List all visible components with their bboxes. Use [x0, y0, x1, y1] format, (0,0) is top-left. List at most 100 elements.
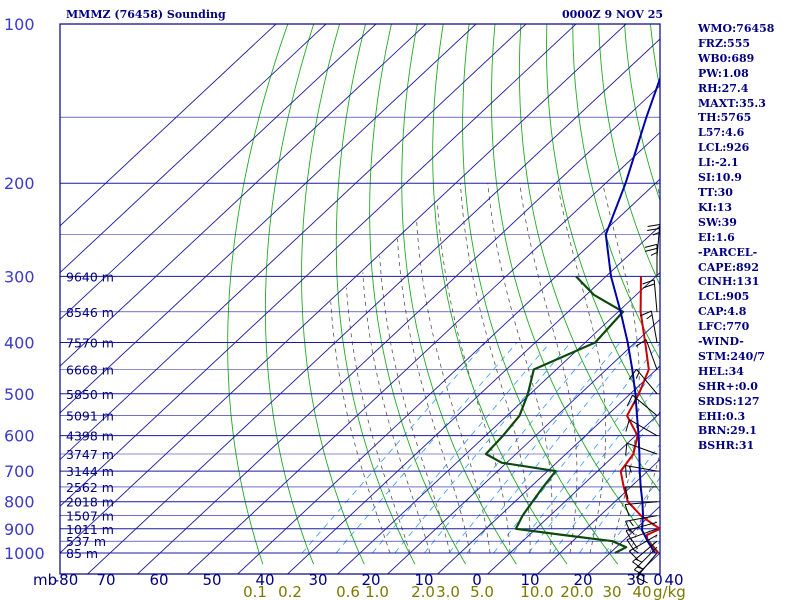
height-label: 3747 m: [66, 447, 114, 462]
wind-barb-staff: [653, 279, 658, 312]
wind-barb: [647, 224, 661, 257]
index-item: BSHR:31: [698, 439, 755, 453]
isotherm: [236, 178, 660, 574]
isotherm: [136, 85, 660, 574]
index-item: SI:10.9: [698, 171, 742, 185]
height-label: 5850 m: [66, 387, 114, 402]
index-item: STM:240/7: [698, 349, 765, 363]
wind-barb-flag: [647, 228, 660, 231]
index-item: LI:-2.1: [698, 156, 739, 170]
wind-barb-flag: [639, 310, 652, 317]
station-title: MMMZ (76458) Sounding: [66, 8, 226, 21]
height-label: 7570 m: [66, 336, 114, 351]
mixing-ratio-line: [512, 364, 660, 554]
height-label: 2018 m: [66, 495, 114, 510]
wind-barb: [625, 465, 658, 478]
temperature-label: 40: [664, 571, 683, 589]
isotherm: [536, 458, 660, 574]
isotherm: [60, 24, 377, 320]
index-item: EI:1.6: [698, 230, 735, 244]
index-item: LCL:905: [698, 290, 750, 304]
mixing-ratio-label: 20.0: [560, 583, 593, 600]
pressure-label: 1000: [4, 544, 45, 563]
wind-barb: [625, 419, 658, 437]
temperature-label: 0: [472, 571, 482, 589]
index-item: CINH:131: [698, 275, 760, 289]
wind-barb-flag: [625, 530, 633, 542]
wind-barb-staff: [625, 465, 658, 472]
moist-adiabat: [379, 256, 451, 554]
isotherm: [60, 24, 277, 227]
isotherm: [60, 24, 527, 461]
wind-barb-staff: [629, 419, 658, 437]
wind-barb-staff: [626, 528, 658, 541]
index-item: CAP:4.8: [698, 305, 747, 319]
wind-barb-flag: [644, 247, 658, 252]
mixing-ratio-label: 1.0: [365, 583, 389, 600]
dry-adiabat: [598, 24, 660, 287]
isotherm: [486, 412, 660, 574]
isotherm: [60, 24, 477, 414]
dry-adiabat: [432, 24, 568, 565]
temperature-label: -80: [54, 571, 79, 589]
temperature-label: 60: [149, 571, 168, 589]
temperature-label: 40: [255, 571, 274, 589]
wind-barb-flag: [629, 529, 635, 535]
mixing-ratio-label: 0.1: [243, 583, 267, 600]
wind-barb: [628, 368, 658, 395]
wind-barb: [644, 243, 658, 277]
stability-indices-panel: WMO:76458 FRZ:555 WB0:689 PW:1.08 RH:27.4 MAX…: [698, 22, 798, 454]
mixing-ratio-line: [372, 342, 551, 554]
temperature-label: 0: [653, 571, 663, 589]
index-item: LFC:770: [698, 320, 750, 334]
wind-barb: [625, 515, 658, 533]
temperature-label: 20: [573, 571, 592, 589]
height-label: 6668 m: [66, 363, 114, 378]
mixing-ratio-line: [335, 342, 518, 554]
index-item: SRDS:127: [698, 394, 760, 408]
pressure-label: 800: [4, 493, 35, 512]
isotherm: [60, 24, 327, 274]
index-item: HEL:34: [698, 364, 744, 378]
wind-barb-staff: [629, 534, 658, 552]
height-label: 4398 m: [66, 429, 114, 444]
mixing-ratio-label: 10.0: [520, 583, 553, 600]
index-item: KI:13: [698, 200, 733, 214]
moist-adiabat: [416, 220, 491, 554]
isotherm: [60, 24, 627, 554]
index-item: WMO:76458: [698, 22, 775, 35]
index-item: LCL:926: [698, 141, 750, 155]
wind-barb-staff: [632, 394, 658, 417]
mixing-ratio-label: 2.0: [411, 583, 435, 600]
wind-barb-flag: [626, 539, 635, 551]
wind-barb: [624, 486, 658, 500]
height-label: 1011 m: [66, 522, 114, 537]
index-item: RH:27.4: [698, 81, 749, 95]
wind-barb: [635, 339, 658, 370]
wind-barb-flag: [625, 419, 630, 432]
moist-adiabat: [362, 272, 431, 554]
wind-barb-flag: [646, 314, 653, 320]
wind-barb-staff: [625, 501, 658, 505]
wind-barb-staff: [626, 442, 658, 455]
wind-barb-flag: [628, 368, 637, 380]
pressure-unit: mb: [33, 571, 57, 589]
wind-barb-flag: [625, 520, 631, 533]
dry-adiabat: [264, 24, 315, 565]
wind-barb-staff: [645, 339, 658, 370]
mixing-ratio-label: 30: [602, 583, 621, 600]
isotherm: [186, 131, 660, 574]
temperature-label: 10: [520, 571, 539, 589]
index-item: PW:1.08: [698, 66, 749, 80]
dry-adiabat: [491, 24, 660, 555]
moist-adiabat: [397, 239, 471, 554]
index-item: TT:30: [698, 185, 733, 199]
height-label: 3144 m: [66, 464, 114, 479]
pressure-label: 200: [4, 174, 35, 193]
mixing-ratio-label: 5.0: [470, 583, 494, 600]
height-label: 2562 m: [66, 480, 114, 495]
wind-barb-flag: [625, 443, 628, 456]
temperature-label: 50: [202, 571, 221, 589]
parcel-trace: [604, 75, 660, 554]
